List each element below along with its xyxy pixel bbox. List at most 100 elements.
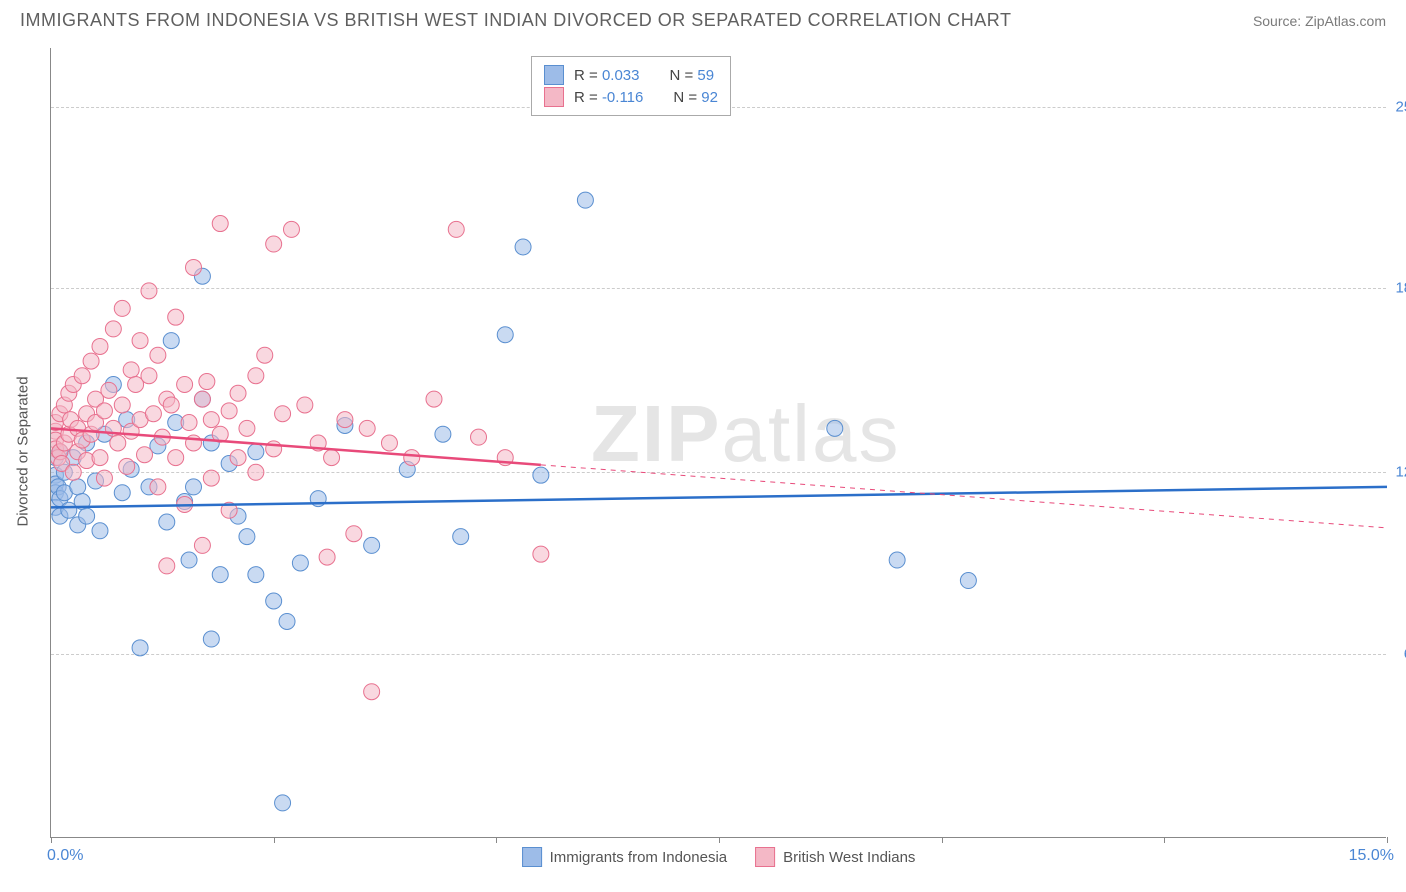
data-point-bwi [266,236,282,252]
data-point-bwi [159,558,175,574]
data-point-bwi [101,382,117,398]
data-point-bwi [114,300,130,316]
data-point-indonesia [577,192,593,208]
data-point-bwi [194,537,210,553]
data-point-bwi [114,397,130,413]
data-point-bwi [186,259,202,275]
data-point-bwi [65,464,81,480]
data-point-bwi [150,347,166,363]
data-point-indonesia [533,467,549,483]
data-point-indonesia [186,479,202,495]
data-point-bwi [381,435,397,451]
legend-n-label: N = 92 [673,89,718,106]
data-point-bwi [257,347,273,363]
correlation-legend: R = 0.033N = 59R = -0.116N = 92 [531,56,731,116]
data-point-bwi [448,221,464,237]
trendline-indonesia [51,487,1387,507]
data-point-indonesia [159,514,175,530]
data-point-bwi [248,368,264,384]
x-axis-max-label: 15.0% [1349,847,1394,865]
data-point-indonesia [364,537,380,553]
data-point-indonesia [279,613,295,629]
y-tick-label: 12.5% [1395,464,1406,481]
legend-label: British West Indians [783,849,915,866]
y-tick-label: 18.8% [1395,279,1406,296]
data-point-bwi [212,216,228,232]
data-point-bwi [426,391,442,407]
data-point-bwi [92,338,108,354]
legend-item-indonesia: Immigrants from Indonesia [522,847,728,867]
data-point-bwi [364,684,380,700]
data-point-bwi [181,415,197,431]
data-point-bwi [230,385,246,401]
legend-swatch [544,65,564,85]
data-point-bwi [346,526,362,542]
data-point-bwi [533,546,549,562]
data-point-bwi [230,450,246,466]
data-point-bwi [275,406,291,422]
data-point-indonesia [248,444,264,460]
data-point-bwi [119,458,135,474]
x-tick [719,837,720,843]
data-point-indonesia [181,552,197,568]
x-tick [496,837,497,843]
data-point-bwi [150,479,166,495]
data-point-bwi [248,464,264,480]
data-point-indonesia [827,420,843,436]
data-point-bwi [168,309,184,325]
data-point-indonesia [70,479,86,495]
data-point-indonesia [435,426,451,442]
data-point-indonesia [960,573,976,589]
data-point-bwi [324,450,340,466]
legend-label: Immigrants from Indonesia [550,849,728,866]
scatter-plot [51,48,1387,838]
data-point-bwi [239,420,255,436]
data-point-bwi [74,368,90,384]
legend-swatch [755,847,775,867]
data-point-bwi [141,283,157,299]
data-point-bwi [137,447,153,463]
x-tick [1387,837,1388,843]
data-point-bwi [110,435,126,451]
data-point-bwi [266,441,282,457]
data-point-indonesia [132,640,148,656]
series-legend: Immigrants from Indonesia British West In… [522,847,916,867]
trendline-extension-bwi [541,465,1387,528]
data-point-bwi [283,221,299,237]
data-point-bwi [96,403,112,419]
x-tick [51,837,52,843]
data-point-bwi [92,450,108,466]
y-axis-label: Divorced or Separated [15,376,32,526]
data-point-indonesia [292,555,308,571]
legend-swatch [522,847,542,867]
legend-item-bwi: British West Indians [755,847,915,867]
data-point-bwi [194,391,210,407]
data-point-indonesia [453,529,469,545]
data-point-bwi [168,450,184,466]
data-point-bwi [105,321,121,337]
data-point-indonesia [889,552,905,568]
chart-container: Divorced or Separated 6.3%12.5%18.8%25.0… [50,48,1386,838]
data-point-indonesia [275,795,291,811]
data-point-bwi [145,406,161,422]
data-point-bwi [96,470,112,486]
data-point-bwi [203,470,219,486]
data-point-bwi [132,333,148,349]
x-axis-min-label: 0.0% [47,847,83,865]
data-point-bwi [141,368,157,384]
legend-r-label: R = -0.116 [574,89,643,106]
data-point-bwi [199,374,215,390]
data-point-indonesia [497,327,513,343]
data-point-indonesia [212,567,228,583]
source-attribution: Source: ZipAtlas.com [1253,13,1386,29]
data-point-bwi [404,450,420,466]
x-tick [274,837,275,843]
data-point-bwi [221,403,237,419]
data-point-indonesia [163,333,179,349]
y-tick-label: 25.0% [1395,98,1406,115]
data-point-bwi [123,362,139,378]
legend-swatch [544,87,564,107]
data-point-bwi [297,397,313,413]
legend-n-label: N = 59 [669,67,714,84]
data-point-bwi [83,353,99,369]
